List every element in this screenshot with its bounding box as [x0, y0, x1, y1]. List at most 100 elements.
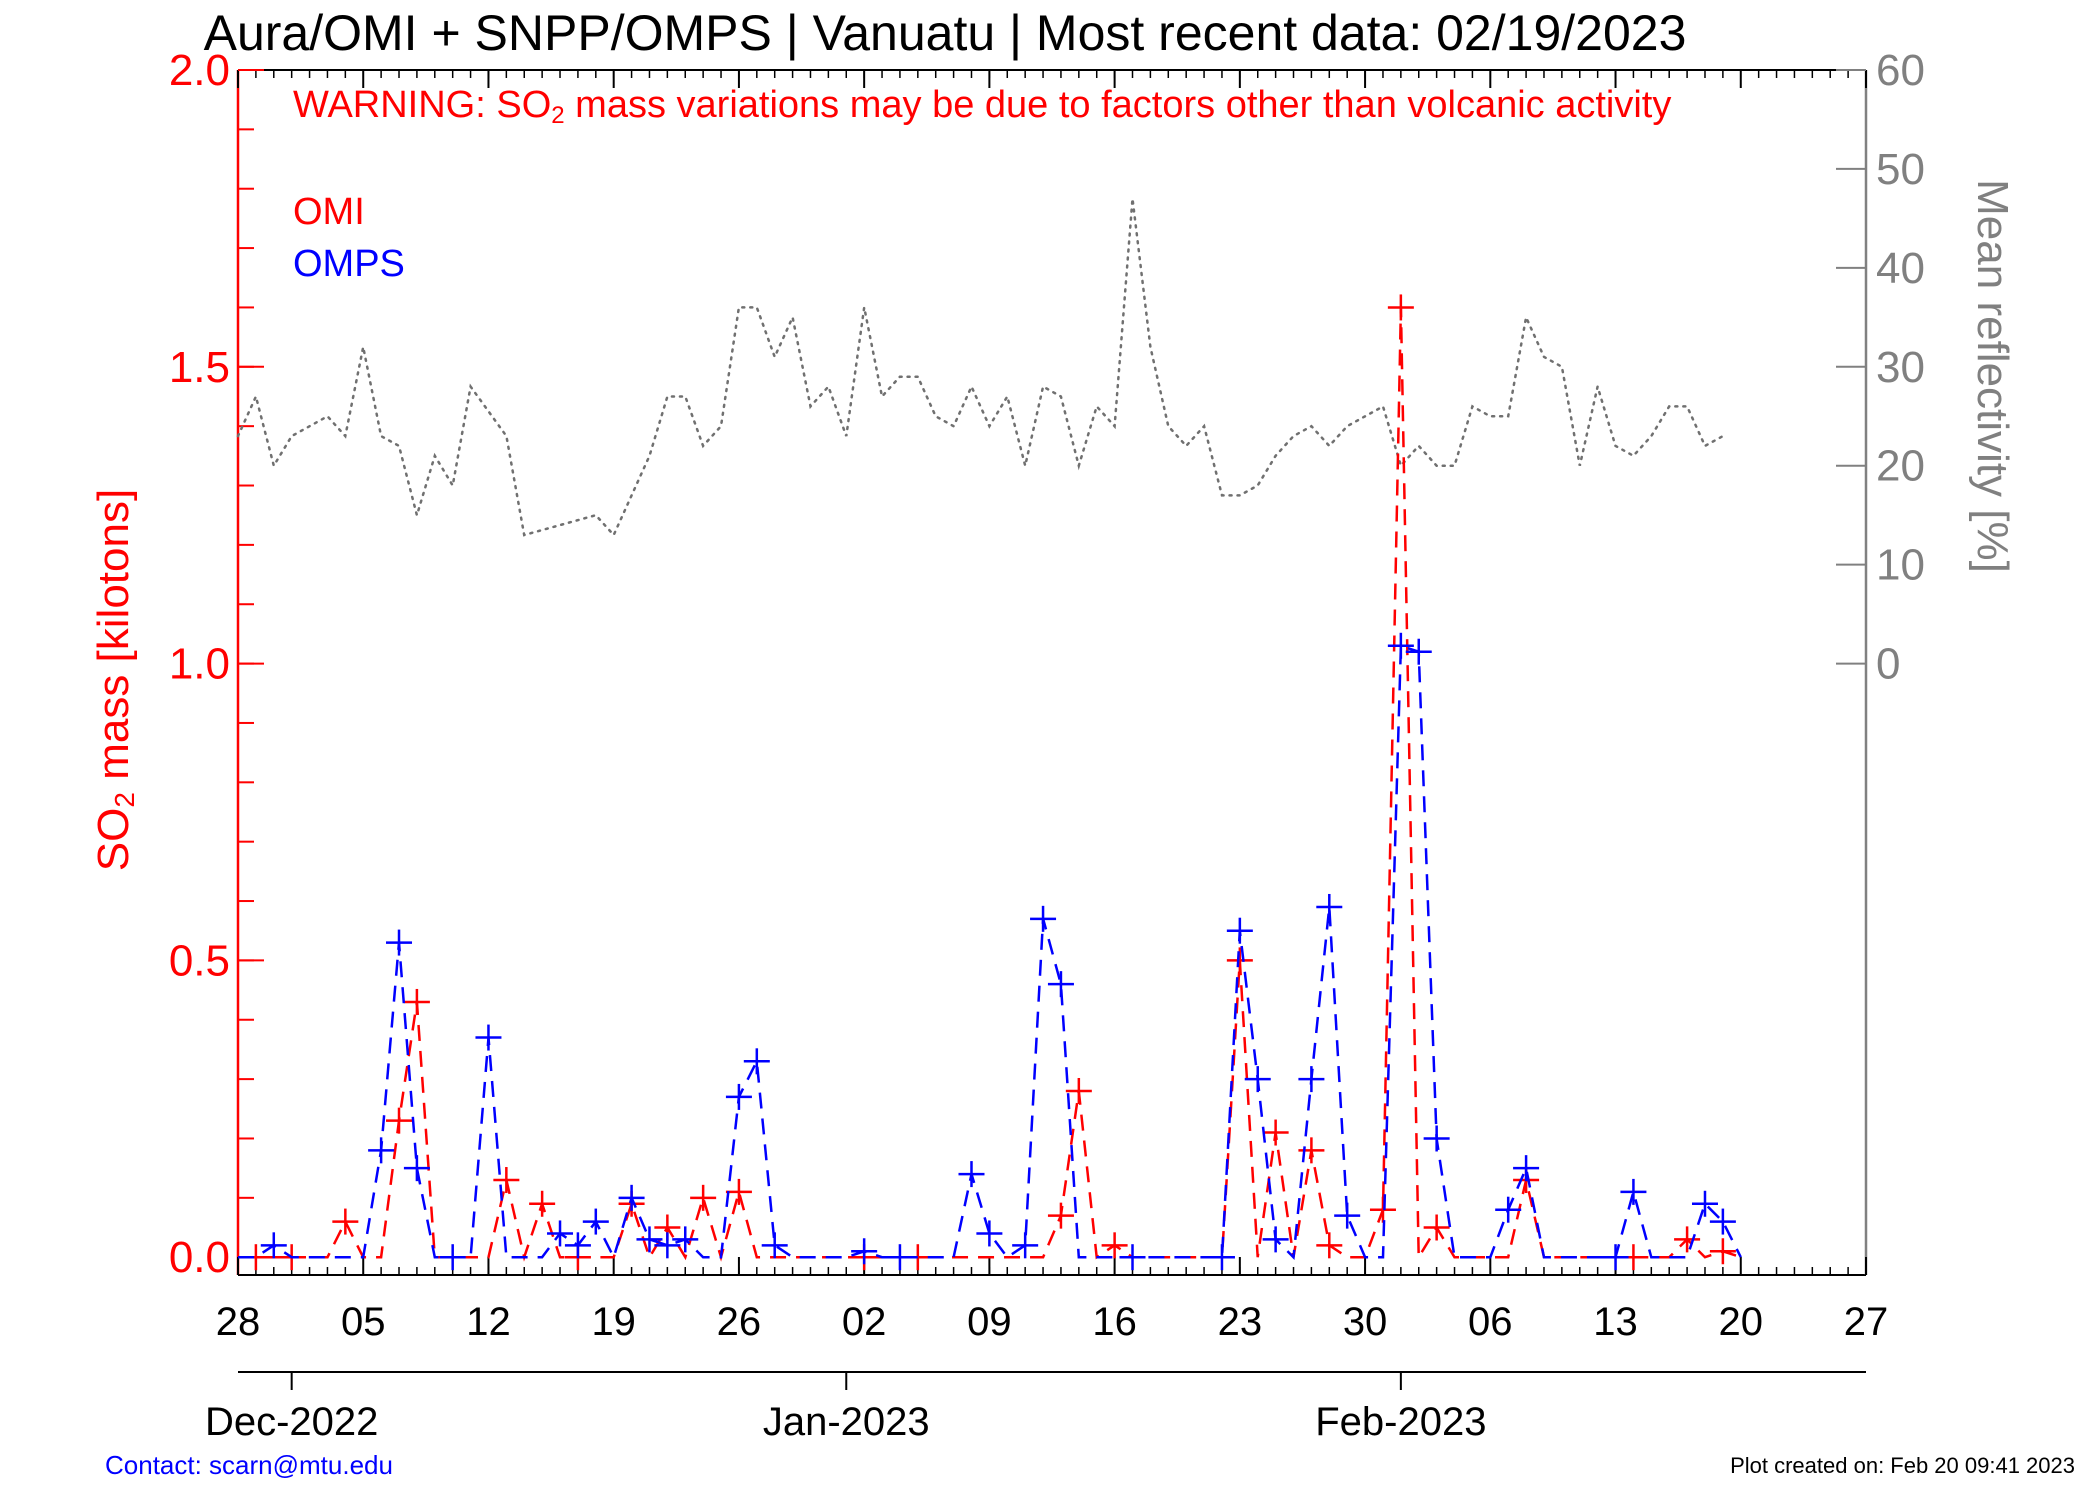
- y-right-tick-label: 20: [1876, 442, 1925, 491]
- omps-point: [976, 1220, 1003, 1247]
- omps-point: [1316, 893, 1343, 920]
- x-tick-label: 30: [1343, 1300, 1388, 1344]
- y-left-tick-label: 0.0: [169, 1233, 230, 1282]
- plot-created-timestamp: Plot created on: Feb 20 09:41 2023: [1730, 1453, 2075, 1478]
- y-right-tick-label: 30: [1876, 343, 1925, 392]
- omi-point: [386, 1107, 413, 1134]
- omi-point: [332, 1208, 359, 1235]
- y-right-tick-label: 50: [1876, 145, 1925, 194]
- omps-point: [1208, 1244, 1235, 1271]
- omi-point: [529, 1190, 556, 1217]
- omps-point: [1226, 917, 1253, 944]
- omps-point: [1495, 1196, 1522, 1223]
- omi-point: [1674, 1226, 1701, 1253]
- month-label-feb: Feb-2023: [1315, 1400, 1487, 1444]
- y-left-tick-label: 2.0: [169, 46, 230, 95]
- omi-point: [1387, 294, 1414, 321]
- y-left-tick-label: 0.5: [169, 936, 230, 985]
- x-tick-label: 09: [967, 1300, 1012, 1344]
- x-tick-label: 20: [1719, 1300, 1764, 1344]
- omps-point: [851, 1238, 878, 1265]
- month-label-jan: Jan-2023: [762, 1400, 930, 1444]
- omps-point: [618, 1184, 645, 1211]
- omps-point: [1405, 638, 1432, 665]
- omi-point: [690, 1184, 717, 1211]
- omi-point: [1709, 1238, 1736, 1265]
- omps-point: [654, 1232, 681, 1259]
- omps-point: [672, 1226, 699, 1253]
- y-left-label-subscript: 2: [109, 792, 140, 808]
- axes: 28 05 12 19 26 02 09 16 23 30 06 13 20 270.00.51.01.5…: [169, 46, 1925, 1390]
- legend-omi: OMI: [293, 191, 365, 233]
- omps-point: [1513, 1155, 1540, 1182]
- omps-point: [1030, 905, 1057, 932]
- omi-line: [238, 307, 1742, 1262]
- warning-subscript: 2: [551, 102, 565, 129]
- y-left-tick-label: 1.5: [169, 343, 230, 392]
- x-tick-label: 13: [1593, 1300, 1638, 1344]
- omps-point: [547, 1220, 574, 1247]
- omps-line: [238, 644, 1742, 1261]
- omps-point: [761, 1232, 788, 1259]
- reflectivity-line: [236, 198, 1725, 538]
- omps-point: [368, 1137, 395, 1164]
- omi-series: [238, 294, 1742, 1271]
- omps-series: [238, 632, 1742, 1271]
- chart-title: Aura/OMI + SNPP/OMPS | Vanuatu | Most re…: [203, 5, 1687, 61]
- omps-point: [725, 1083, 752, 1110]
- omps-point: [1334, 1202, 1361, 1229]
- omps-point: [1709, 1208, 1736, 1235]
- omps-point: [1119, 1244, 1146, 1271]
- omi-point: [1423, 1214, 1450, 1241]
- y-right-tick-label: 60: [1876, 46, 1925, 95]
- y-right-tick-label: 0: [1876, 640, 1900, 689]
- y-right-tick-label: 10: [1876, 541, 1925, 590]
- omps-point: [958, 1161, 985, 1188]
- omps-point: [743, 1048, 770, 1075]
- omps-point: [439, 1244, 466, 1271]
- x-tick-label: 28: [216, 1300, 261, 1344]
- x-tick-label: 12: [466, 1300, 511, 1344]
- omps-point: [1262, 1226, 1289, 1253]
- x-tick-label: 23: [1218, 1300, 1263, 1344]
- x-tick-label: 16: [1092, 1300, 1137, 1344]
- omps-point: [1602, 1244, 1629, 1271]
- x-tick-label: 26: [717, 1300, 762, 1344]
- omps-point: [1691, 1190, 1718, 1217]
- omps-point: [475, 1024, 502, 1051]
- y-left-tick-label: 1.0: [169, 640, 230, 689]
- y-axis-right-label: Mean reflectivity [%]: [1968, 179, 2017, 573]
- omps-point: [636, 1226, 663, 1253]
- y-axis-left-label: SO2 mass [kilotons]: [89, 489, 141, 871]
- omps-point: [1244, 1066, 1271, 1093]
- omps-point: [886, 1244, 913, 1271]
- omi-point: [725, 1178, 752, 1205]
- x-tick-label: 05: [341, 1300, 386, 1344]
- omps-point: [1387, 632, 1414, 659]
- omps-point: [1423, 1125, 1450, 1152]
- legend-omps: OMPS: [293, 243, 405, 285]
- x-tick-label: 02: [842, 1300, 887, 1344]
- omi-point: [1316, 1232, 1343, 1259]
- omps-point: [1012, 1232, 1039, 1259]
- y-left-label-prefix: SO: [89, 807, 138, 872]
- omi-point: [1262, 1119, 1289, 1146]
- contact-link[interactable]: Contact: scarn@mtu.edu: [105, 1450, 393, 1480]
- warning-prefix: WARNING: SO: [293, 84, 552, 126]
- x-tick-label: 06: [1468, 1300, 1513, 1344]
- omi-point: [1065, 1077, 1092, 1104]
- warning-note: WARNING: SO2 mass variations may be due …: [293, 84, 1671, 130]
- x-tick-label: 19: [591, 1300, 636, 1344]
- omi-point: [1101, 1232, 1128, 1259]
- omps-point: [1620, 1178, 1647, 1205]
- omi-point: [1047, 1202, 1074, 1229]
- omi-point: [493, 1167, 520, 1194]
- omps-point: [1047, 971, 1074, 998]
- omps-point: [582, 1208, 609, 1235]
- y-left-label-suffix: mass [kilotons]: [89, 488, 138, 793]
- omps-point: [1298, 1066, 1325, 1093]
- omi-point: [1369, 1196, 1396, 1223]
- omi-point: [1298, 1137, 1325, 1164]
- reflectivity-series: [236, 198, 1725, 538]
- month-label-dec: Dec-2022: [204, 1400, 379, 1444]
